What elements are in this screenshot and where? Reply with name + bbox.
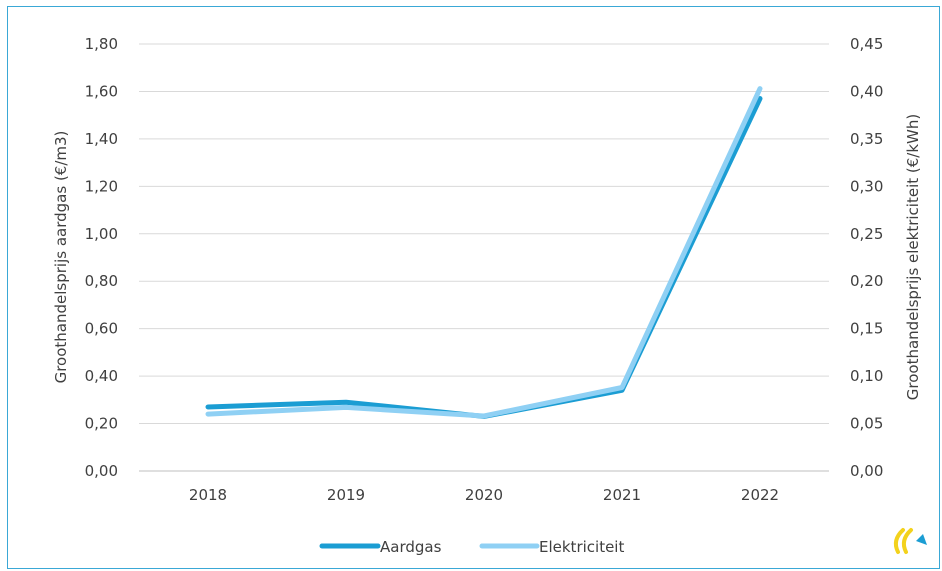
y-tick-label-left: 1,40 bbox=[85, 130, 118, 148]
y-tick-label-left: 1,60 bbox=[85, 82, 118, 100]
x-axis-ticks: 2018 2019 2020 2021 2022 bbox=[189, 486, 779, 504]
y-tick-label-left: 0,60 bbox=[85, 320, 118, 338]
series-lines bbox=[205, 86, 763, 419]
legend: Aardgas Elektriciteit bbox=[319, 538, 624, 556]
y-tick-label-right: 0,10 bbox=[850, 367, 883, 385]
y-tick-label-right: 0,05 bbox=[850, 415, 883, 433]
legend-label-aardgas: Aardgas bbox=[380, 538, 442, 556]
y-tick-label-left: 0,80 bbox=[85, 272, 118, 290]
y-tick-label-right: 0,30 bbox=[850, 177, 883, 195]
y-tick-label-left: 1,00 bbox=[85, 225, 118, 243]
y-tick-label-right: 0,40 bbox=[850, 82, 883, 100]
y-tick-label-right: 0,35 bbox=[850, 130, 883, 148]
series-line-elektriciteit bbox=[205, 86, 763, 419]
y-tick-label-right: 0,45 bbox=[850, 35, 883, 53]
y-tick-label-left: 0,00 bbox=[85, 462, 118, 480]
x-tick-label: 2022 bbox=[741, 486, 779, 504]
x-tick-label: 2018 bbox=[189, 486, 227, 504]
y-tick-label-right: 0,25 bbox=[850, 225, 883, 243]
y-tick-label-right: 0,20 bbox=[850, 272, 883, 290]
y-axis-left-label: Groothandelsprijs aardgas (€/m3) bbox=[52, 131, 70, 384]
y-tick-label-left: 1,80 bbox=[85, 35, 118, 53]
y-axis-right-ticks: 0,00 0,05 0,10 0,15 0,20 0,25 0,30 0,35 0,40 0,45 bbox=[850, 35, 883, 480]
x-tick-label: 2019 bbox=[327, 486, 365, 504]
y-axis-right-label: Groothandelsprijs elektriciteit (€/kWh) bbox=[904, 114, 922, 400]
y-tick-label-right: 0,00 bbox=[850, 462, 883, 480]
series-line-aardgas bbox=[205, 96, 763, 419]
chart-frame bbox=[7, 6, 940, 569]
y-tick-label-left: 1,20 bbox=[85, 177, 118, 195]
x-tick-label: 2020 bbox=[465, 486, 503, 504]
brand-logo-icon bbox=[893, 528, 927, 554]
gridlines bbox=[139, 43, 829, 472]
y-tick-label-left: 0,40 bbox=[85, 367, 118, 385]
y-axis-left-ticks: 0,00 0,20 0,40 0,60 0,80 1,00 1,20 1,40 1,60 1,80 bbox=[85, 35, 118, 480]
y-tick-label-left: 0,20 bbox=[85, 415, 118, 433]
y-tick-label-right: 0,15 bbox=[850, 320, 883, 338]
legend-label-elektriciteit: Elektriciteit bbox=[539, 538, 624, 556]
x-tick-label: 2021 bbox=[603, 486, 641, 504]
